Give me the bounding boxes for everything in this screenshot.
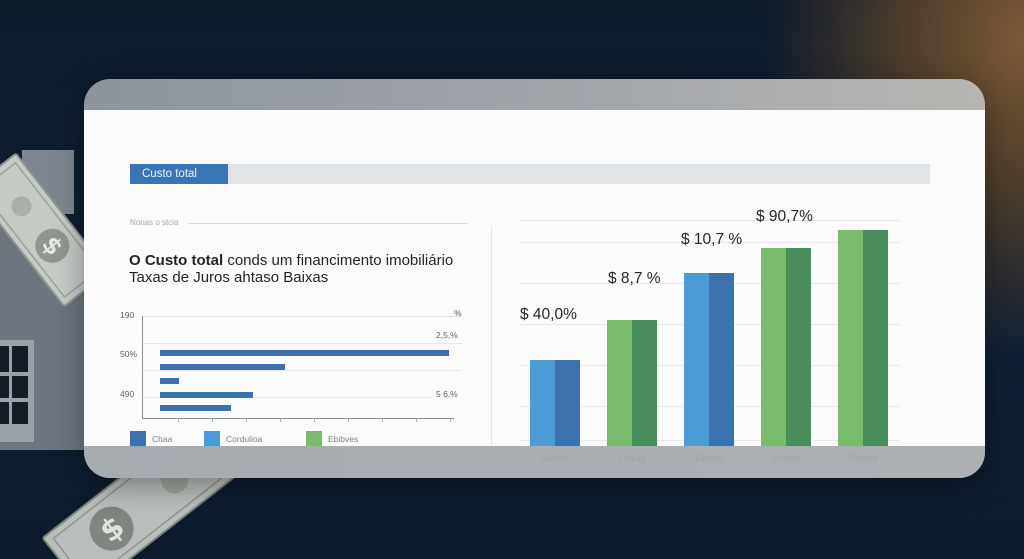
y-axis-label: 190 [120,310,135,320]
divider [188,223,468,224]
dollar-bill-icon: $ [0,153,90,307]
gridline [520,242,900,243]
x-tick [382,419,383,422]
x-tick [314,419,315,422]
y-axis-label: 50% [120,349,138,359]
bar [530,360,580,446]
gridline [520,220,900,221]
bar-value-label: $ 90,7% [756,208,813,225]
dashboard-panel: Custo total Nonas o stcia O Custo total … [84,79,985,478]
section-divider [491,226,492,446]
panel-footer [84,446,985,478]
bar [684,273,734,446]
x-tick [212,419,213,422]
bar [761,248,811,446]
panel-content: Custo total Nonas o stcia O Custo total … [84,110,985,463]
x-tick [416,419,417,422]
tab-custo-total[interactable]: Custo total [130,164,228,184]
heading-line1: O Custo total conds um financimento imob… [129,252,453,269]
legend-item[interactable]: Chaa [130,431,172,447]
value-annotation: 5 6,% [436,389,458,399]
x-tick [280,419,281,422]
bar-value-label: $ 8,7 % [608,270,661,287]
heading-line2: Taxas de Juros ahtaso Baixas [129,269,329,286]
legend-swatch [130,431,146,447]
bar [160,350,449,356]
legend-label: Ebibves [328,434,359,444]
title-bar: Custo total [130,164,930,184]
gridline [142,316,462,317]
x-tick [178,419,179,422]
y-axis [142,316,143,419]
legend-item[interactable]: Ebibves [306,431,358,447]
bar [838,230,888,446]
bar [160,392,253,398]
legend-item[interactable]: Cordulioa [204,431,262,447]
vertical-bar-chart: $ 40,0% $ 8,7 % $ 10,7 % $ 90,7% Baixas … [520,206,900,476]
y-axis-label: 490 [120,389,135,399]
legend-label: Cordulioa [226,434,263,444]
x-axis [142,418,454,419]
chart-heading: O Custo total conds um financimento imob… [129,252,453,286]
x-tick [246,419,247,422]
bar-value-label: $ 40,0% [520,306,577,323]
x-tick [348,419,349,422]
bar [607,320,657,446]
legend-swatch [204,431,220,447]
gridline [142,343,462,344]
unit-label: % [454,308,462,318]
section-subtitle: Nonas o stcia [130,218,179,227]
bar [160,364,285,370]
bar-value-label: $ 10,7 % [681,231,743,248]
bar [160,378,179,384]
bar [160,405,231,411]
gridline [142,397,432,398]
legend-label: Chaa [152,434,173,444]
heading-rest: conds um financimento imobiliário [223,252,454,269]
heading-bold: O Custo total [129,252,224,269]
gridline [142,370,462,371]
horizontal-bar-chart: 190 50% 490 % 2,5,% 5 6,% [114,306,474,426]
value-annotation: 2,5,% [436,330,458,340]
legend-swatch [306,431,322,447]
x-tick [450,419,451,422]
